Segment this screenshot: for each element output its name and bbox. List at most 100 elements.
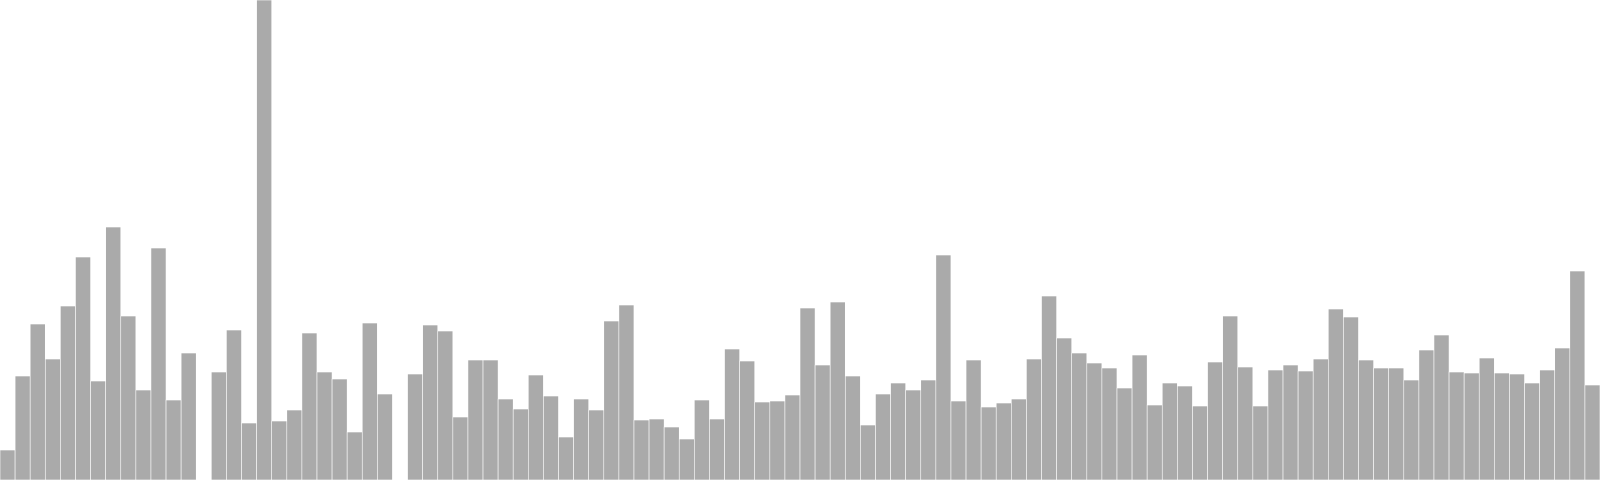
bar-22 — [331, 378, 348, 480]
bar-43 — [648, 418, 665, 480]
bar-73 — [1101, 367, 1118, 480]
bar-48 — [724, 348, 740, 480]
bar-15 — [226, 329, 242, 480]
bar-89 — [1343, 316, 1359, 480]
bar-17 — [256, 0, 272, 480]
bar-41 — [618, 304, 635, 480]
bar-100 — [1509, 373, 1525, 480]
bar-2 — [29, 323, 46, 480]
bar-69 — [1041, 295, 1057, 480]
bar-67 — [1011, 398, 1027, 480]
bar-45 — [678, 438, 695, 480]
bar-37 — [558, 436, 574, 480]
bar-51 — [769, 400, 786, 480]
bar-14 — [211, 371, 227, 480]
bar-23 — [346, 431, 363, 480]
bar-54 — [814, 364, 831, 480]
bar-88 — [1328, 308, 1344, 480]
bar-62 — [935, 254, 952, 480]
bar-78 — [1177, 385, 1193, 480]
bar-87 — [1312, 358, 1329, 480]
bar-76 — [1146, 404, 1163, 480]
bar-53 — [799, 307, 816, 480]
bar-57 — [860, 424, 876, 480]
bar-35 — [528, 374, 544, 480]
bar-29 — [437, 330, 454, 480]
bar-105 — [1584, 384, 1600, 480]
bar-10 — [150, 247, 167, 480]
bar-16 — [241, 422, 257, 480]
bar-95 — [1433, 334, 1450, 480]
bar-71 — [1071, 352, 1088, 480]
bar-52 — [784, 394, 801, 480]
bar-24 — [361, 322, 378, 480]
bar-47 — [709, 418, 725, 480]
bar-74 — [1116, 387, 1133, 480]
bar-103 — [1554, 347, 1571, 480]
bar-40 — [603, 320, 620, 480]
bar-93 — [1403, 379, 1420, 480]
bar-56 — [844, 375, 861, 480]
bar-92 — [1388, 367, 1405, 480]
bar-61 — [920, 379, 937, 480]
bar-60 — [905, 389, 922, 480]
bar-86 — [1297, 370, 1314, 480]
bar-65 — [980, 406, 997, 480]
bar-83 — [1252, 405, 1269, 480]
bar-36 — [543, 395, 559, 480]
bar-90 — [1358, 359, 1374, 480]
bar-49 — [739, 360, 756, 480]
bar-94 — [1418, 349, 1435, 480]
bar-18 — [271, 420, 288, 480]
bar-39 — [588, 409, 605, 480]
bar-84 — [1267, 369, 1284, 480]
bar-5 — [75, 256, 91, 480]
bar-82 — [1237, 366, 1254, 480]
bar-63 — [950, 400, 967, 480]
bar-99 — [1494, 372, 1510, 480]
bar-32 — [482, 359, 499, 480]
bar-33 — [497, 398, 514, 480]
bar-59 — [890, 382, 906, 480]
bar-20 — [301, 332, 318, 480]
bar-1 — [14, 375, 31, 480]
bar-9 — [135, 389, 152, 480]
bar-72 — [1086, 362, 1103, 480]
bar-42 — [633, 419, 650, 480]
bar-28 — [422, 324, 439, 480]
bar-97 — [1463, 372, 1480, 480]
bar-46 — [694, 399, 710, 480]
bar-7 — [105, 226, 122, 480]
bar-98 — [1478, 357, 1495, 480]
bar-38 — [573, 398, 589, 480]
bar-8 — [120, 315, 137, 480]
bar-77 — [1161, 382, 1178, 480]
bar-6 — [90, 380, 106, 480]
bar-11 — [165, 399, 182, 480]
bar-80 — [1207, 361, 1223, 480]
bar-30 — [452, 416, 469, 480]
bar-19 — [286, 409, 303, 480]
bar-4 — [60, 305, 76, 480]
bar-44 — [663, 426, 680, 480]
bar-85 — [1282, 364, 1299, 480]
bar-102 — [1539, 369, 1556, 480]
bar-81 — [1222, 315, 1239, 480]
bar-25 — [377, 393, 393, 480]
bar-64 — [965, 359, 982, 480]
bar-50 — [754, 401, 771, 480]
bar-75 — [1131, 354, 1148, 480]
bar-58 — [875, 393, 891, 480]
bar-91 — [1373, 367, 1389, 480]
bar-34 — [512, 408, 529, 480]
bar-68 — [1026, 358, 1042, 480]
bar-96 — [1448, 371, 1465, 480]
bar-104 — [1569, 270, 1586, 480]
bar-12 — [180, 352, 197, 480]
bar-70 — [1056, 337, 1072, 480]
bar-0 — [0, 449, 16, 480]
bar-3 — [44, 358, 61, 480]
bar-21 — [316, 371, 333, 480]
